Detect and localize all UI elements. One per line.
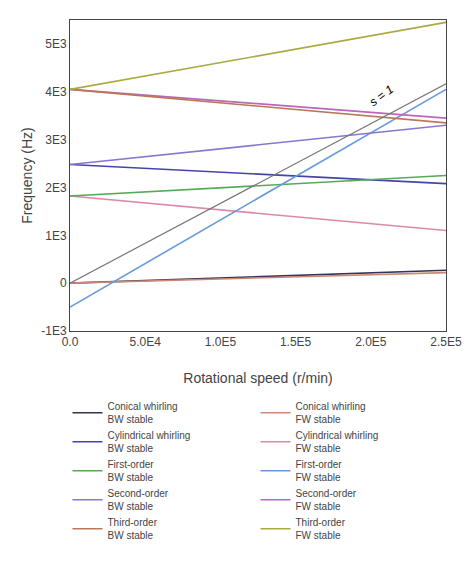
svg-text:2.0E5: 2.0E5: [355, 335, 387, 349]
svg-text:0: 0: [60, 276, 67, 290]
svg-text:s = 1: s = 1: [367, 82, 396, 109]
svg-text:Frequency (Hz): Frequency (Hz): [19, 127, 35, 223]
svg-text:Conical whirlingFW stable: Conical whirlingFW stable: [296, 401, 366, 425]
svg-text:1E3: 1E3: [45, 229, 67, 243]
svg-text:Second-orderBW stable: Second-orderBW stable: [108, 488, 169, 512]
svg-text:0.0: 0.0: [62, 335, 79, 349]
svg-text:-1E3: -1E3: [41, 324, 67, 338]
svg-text:1.5E5: 1.5E5: [280, 335, 312, 349]
svg-text:4E3: 4E3: [45, 85, 67, 99]
svg-text:First-orderBW stable: First-orderBW stable: [108, 459, 155, 483]
svg-text:Conical whirlingBW stable: Conical whirlingBW stable: [108, 401, 178, 425]
svg-text:5E3: 5E3: [45, 37, 67, 51]
svg-text:2.5E5: 2.5E5: [430, 335, 462, 349]
svg-text:Cylindrical whirlingFW stable: Cylindrical whirlingFW stable: [296, 430, 379, 454]
svg-text:First-orderFW stable: First-orderFW stable: [296, 459, 343, 483]
svg-text:5.0E4: 5.0E4: [130, 335, 162, 349]
svg-text:Cylindrical whirlingBW stable: Cylindrical whirlingBW stable: [108, 430, 191, 454]
svg-text:1.0E5: 1.0E5: [205, 335, 237, 349]
svg-text:2E3: 2E3: [45, 181, 67, 195]
svg-text:Third-orderFW stable: Third-orderFW stable: [296, 517, 346, 541]
svg-text:3E3: 3E3: [45, 133, 67, 147]
svg-text:Rotational speed (r/min): Rotational speed (r/min): [183, 370, 332, 386]
svg-text:Second-orderFW stable: Second-orderFW stable: [296, 488, 357, 512]
svg-text:Third-orderBW stable: Third-orderBW stable: [108, 517, 158, 541]
